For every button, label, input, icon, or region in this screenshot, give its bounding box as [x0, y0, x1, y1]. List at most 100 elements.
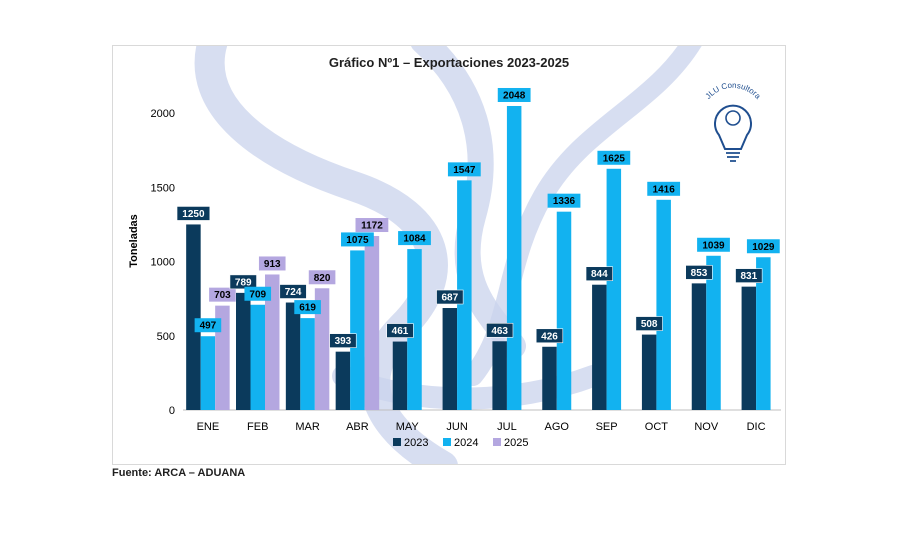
data-label: 497 [200, 321, 217, 332]
data-label-box [176, 206, 211, 221]
data-label-box [398, 231, 431, 246]
y-axis-ticks: 0 500 1000 1500 2000 [151, 108, 175, 417]
bar-2024-may [407, 249, 422, 410]
source-note: Fuente: ARCA – ADUANA [112, 467, 246, 479]
bar-2024-dic [756, 257, 771, 410]
data-label: 461 [392, 326, 409, 337]
x-tick-label: MAY [396, 421, 420, 433]
bar-2025-feb [265, 274, 280, 410]
data-label-box [436, 289, 464, 305]
data-label-box [685, 265, 713, 280]
data-label: 1336 [553, 196, 576, 207]
data-label-box [735, 268, 763, 283]
data-label-box [585, 266, 613, 282]
x-axis-ticks: ENE FEB MAR ABR MAY JUN JUL AGO SEP OCT NOV DIC [197, 421, 766, 433]
data-label: 508 [641, 319, 658, 330]
data-label-box [697, 237, 730, 252]
data-label-box [746, 239, 780, 254]
bar-2024-mar [300, 318, 315, 410]
x-tick-label: AGO [545, 421, 570, 433]
data-label-box [597, 150, 631, 165]
bar-2023-abr [335, 351, 351, 410]
bar-2024-jul [506, 105, 522, 410]
y-axis-label: Toneladas [128, 214, 140, 268]
bar-2024-jun [457, 180, 472, 410]
data-label: 687 [441, 293, 458, 304]
data-label: 1416 [653, 184, 676, 195]
data-label-box [341, 232, 374, 247]
data-label-box [647, 181, 681, 196]
data-label-box [229, 274, 257, 290]
data-label: 724 [285, 287, 302, 298]
bar-2024-oct [656, 199, 671, 410]
bar-2023-jun [442, 308, 458, 410]
y-tick-label: 0 [169, 405, 175, 417]
bar-2023-ene [186, 224, 201, 410]
data-label: 1029 [752, 242, 775, 253]
data-label-box [386, 323, 414, 338]
y-tick-label: 1500 [151, 182, 175, 194]
x-tick-label: JUL [497, 421, 517, 433]
legend-swatch-2023 [393, 438, 401, 446]
logo-pig [725, 110, 741, 126]
bar-2025-abr [364, 236, 380, 410]
data-label-box [308, 270, 336, 285]
bar-2023-feb [236, 292, 251, 410]
legend-swatch-2025 [493, 438, 501, 446]
data-label-box [497, 87, 531, 102]
y-tick-label: 1000 [151, 257, 175, 269]
data-label-box [209, 287, 236, 302]
legend-swatch-2024 [443, 438, 451, 446]
chart-title: Gráfico Nº1 – Exportaciones 2023-2025 [329, 55, 569, 70]
data-label: 703 [214, 290, 231, 301]
x-tick-label: MAR [295, 421, 320, 433]
bar-2023-oct [641, 334, 657, 410]
data-label-box [635, 316, 663, 331]
data-label-box [486, 322, 514, 338]
data-label-box [547, 193, 581, 208]
data-label: 463 [491, 326, 508, 337]
x-tick-label: DIC [747, 421, 766, 433]
logo-text: JLU Consultora [704, 81, 763, 101]
logo-text-path: JLU Consultora [704, 81, 763, 101]
bar-2023-nov [691, 283, 707, 410]
data-label-box [194, 318, 222, 333]
bar-2023-ago [542, 346, 557, 410]
data-label: 1250 [182, 209, 205, 220]
x-tick-label: FEB [247, 421, 268, 433]
bar-2023-may [392, 341, 408, 410]
data-label: 2048 [503, 90, 526, 101]
chart-svg: Gráfico Nº1 – Exportaciones 2023-2025 To… [128, 46, 781, 464]
bar-2024-sep [606, 168, 622, 410]
y-tick-label: 2000 [151, 108, 175, 120]
bar-2023-mar [285, 302, 301, 410]
data-label-box [535, 328, 564, 344]
data-label: 1172 [361, 221, 383, 232]
data-label: 393 [335, 336, 352, 347]
data-label: 820 [314, 273, 331, 284]
bar-2023-jul [492, 341, 507, 410]
bar-2024-nov [706, 255, 721, 410]
data-label-box [355, 218, 389, 233]
data-label: 709 [249, 289, 266, 300]
data-label: 1547 [453, 165, 476, 176]
data-label-box [279, 284, 307, 299]
data-label: 913 [264, 259, 281, 270]
data-label: 426 [541, 331, 558, 342]
x-tick-label: NOV [694, 421, 719, 433]
data-label-box [447, 162, 481, 177]
x-tick-label: SEP [596, 421, 618, 433]
data-label: 831 [740, 271, 757, 282]
data-label: 619 [299, 303, 316, 314]
y-tick-label: 500 [157, 331, 175, 343]
data-label-box [329, 333, 357, 348]
data-label: 1625 [603, 153, 626, 164]
data-label-box [244, 286, 272, 301]
x-tick-label: ENE [197, 421, 220, 433]
logo-bulb [714, 104, 752, 150]
data-label-box [294, 300, 321, 315]
data-label-box [258, 256, 286, 271]
legend-label-2023: 2023 [404, 437, 428, 449]
logo-base [726, 152, 740, 162]
